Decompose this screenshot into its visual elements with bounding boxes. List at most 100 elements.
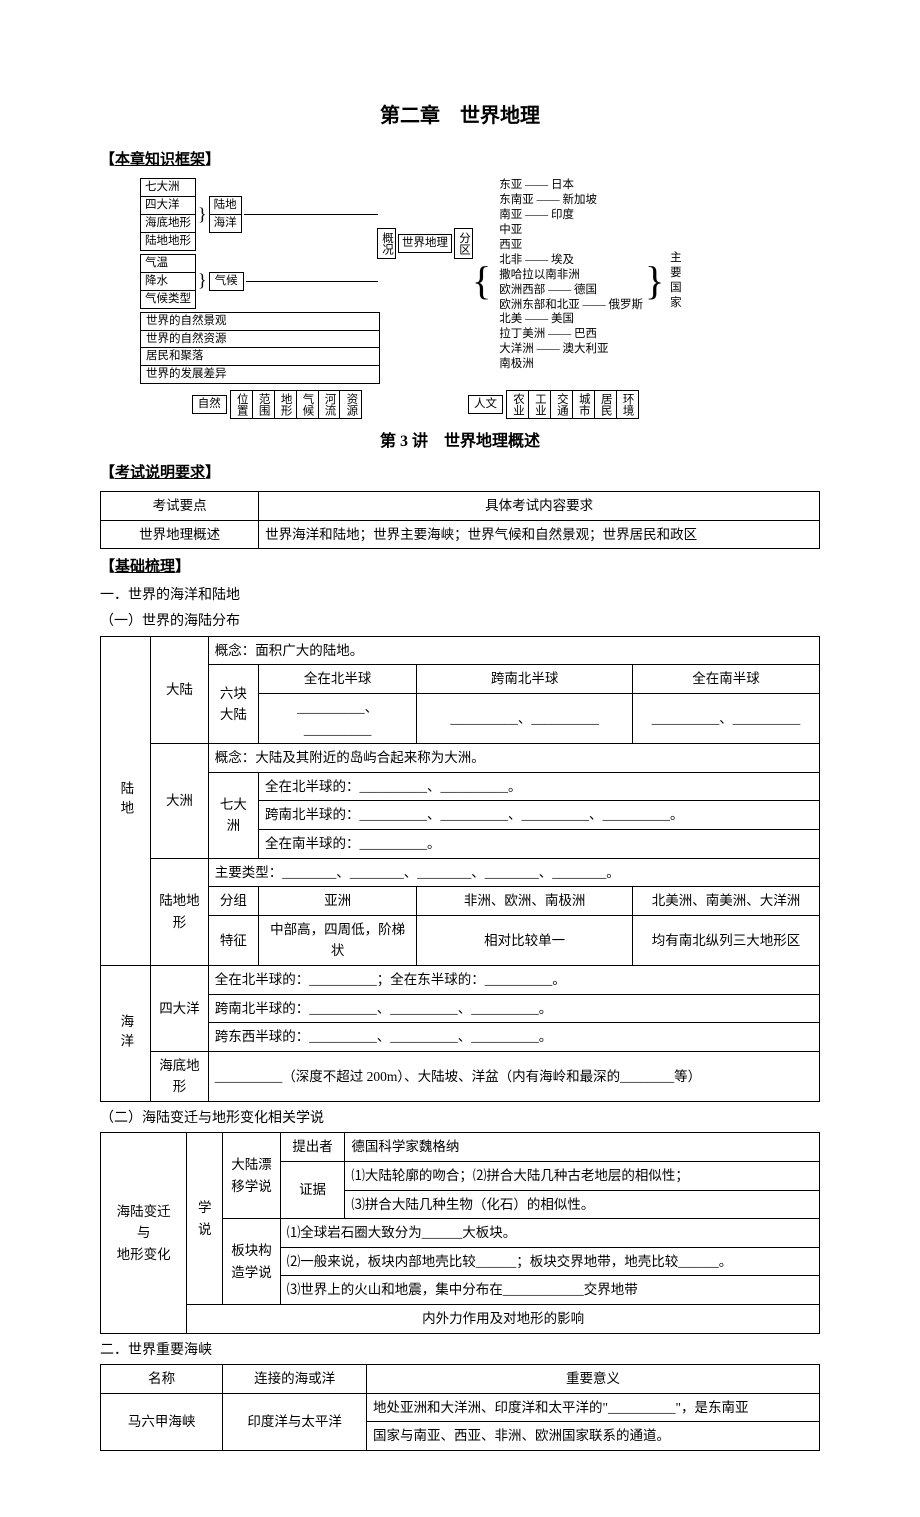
fill-blank[interactable]: ⑴全球岩石圈大致分为______大板块。 — [280, 1219, 819, 1248]
table-cell: 特征 — [208, 915, 258, 965]
table-cell: 亚洲 — [259, 887, 417, 916]
table-cell: 印度洋与太平洋 — [223, 1393, 367, 1450]
table-cell: 陆地 — [101, 636, 151, 965]
table-cell: 德国科学家魏格纳 — [345, 1133, 820, 1162]
section-1-heading: 一．世界的海洋和陆地 — [100, 585, 820, 607]
exam-req-table: 考试要点 具体考试内容要求 世界地理概述 世界海洋和陆地；世界主要海峡；世界气候… — [100, 491, 820, 549]
theory-table: 海陆变迁 与 地形变化 学说 大陆漂移学说 提出者 德国科学家魏格纳 证据 ⑴大… — [100, 1132, 820, 1333]
fill-blank[interactable]: __________、__________ — [417, 694, 633, 744]
diagram-item: 资源 — [340, 390, 362, 419]
diagram-center-mid: 世界地理 — [398, 234, 452, 253]
brace-icon: } — [196, 269, 209, 292]
fill-blank[interactable]: __________、__________ — [259, 694, 417, 744]
chapter-title: 第二章 世界地理 — [100, 100, 820, 132]
table-cell: 世界地理概述 — [101, 520, 259, 549]
fill-blank[interactable]: ⑶世界上的火山和地震，集中分布在____________交界地带 — [280, 1276, 819, 1305]
diagram-item: 农业 — [506, 390, 529, 419]
fill-blank[interactable]: 主要类型：________、________、________、________… — [208, 858, 819, 887]
fill-blank[interactable]: __________、__________ — [633, 694, 820, 744]
table-header: 连接的海或洋 — [223, 1364, 367, 1393]
table-header: 名称 — [101, 1364, 223, 1393]
fill-blank[interactable]: __________（深度不超过 200m）、大陆坡、洋盆（内有海岭和最深的__… — [208, 1051, 819, 1101]
diagram-box: 七大洲 — [140, 178, 196, 197]
diagram-box: 陆地 — [209, 196, 242, 215]
diagram-box: 气候类型 — [140, 291, 196, 309]
table-cell: 证据 — [280, 1161, 345, 1218]
connector-line — [246, 281, 378, 282]
section-1-1-heading: （一）世界的海陆分布 — [100, 611, 820, 633]
table-cell: ⑴大陆轮廓的吻合；⑵拼合大陆几种古老地层的相似性； — [345, 1161, 820, 1190]
diagram-center-left: 概况 — [377, 228, 396, 259]
table-cell: 陆地地形 — [151, 858, 209, 965]
diagram-item: 环境 — [617, 390, 639, 419]
table-cell: 七大洲 — [208, 772, 258, 858]
table-cell: 跨南北半球 — [417, 665, 633, 694]
framework-heading: 【本章知识框架】 — [100, 148, 820, 172]
diagram-box: 世界的发展差异 — [140, 365, 380, 384]
sea-land-table: 陆地 大陆 概念：面积广大的陆地。 六块大陆 全在北半球 跨南北半球 全在南半球… — [100, 636, 820, 1102]
strait-table: 名称 连接的海或洋 重要意义 马六甲海峡 印度洋与太平洋 地处亚洲和大洋洲、印度… — [100, 1364, 820, 1451]
table-cell: 板块构造学说 — [223, 1219, 281, 1305]
table-header: 具体考试内容要求 — [259, 491, 820, 520]
region-list: 东亚 —— 日本 东南亚 —— 新加坡 南亚 —— 印度 中亚 西亚 北非 ——… — [493, 178, 643, 384]
diagram-box: 陆地地形 — [140, 233, 196, 251]
diagram-box: 海洋 — [209, 215, 242, 233]
table-cell: 均有南北纵列三大地形区 — [633, 915, 820, 965]
table-cell: 海底地形 — [151, 1051, 209, 1101]
table-cell: 提出者 — [280, 1133, 345, 1162]
diagram-box: 海底地形 — [140, 215, 196, 233]
side-label: 主 要 国 家 — [670, 178, 682, 384]
diagram-box: 世界的自然资源 — [140, 330, 380, 348]
diagram-box: 四大洋 — [140, 197, 196, 215]
diagram-item: 居民 — [595, 390, 617, 419]
table-cell: 北美洲、南美洲、大洋洲 — [633, 887, 820, 916]
diagram-box: 气温 — [140, 254, 196, 273]
diagram-item: 工业 — [529, 390, 551, 419]
fill-blank[interactable]: 跨南北半球的：__________、__________、__________。 — [208, 994, 819, 1023]
diagram-box: 气候 — [209, 272, 244, 291]
framework-diagram: 七大洲 四大洋 海底地形 陆地地形 } 陆地 海洋 气温 降水 气候类型 — [140, 178, 780, 419]
table-cell: 概念：面积广大的陆地。 — [208, 636, 819, 665]
table-cell: 海洋 — [101, 966, 151, 1102]
table-cell: 概念：大陆及其附近的岛屿合起来称为大洲。 — [208, 744, 819, 773]
diagram-box: 降水 — [140, 273, 196, 291]
table-cell: 全在北半球 — [259, 665, 417, 694]
diagram-item: 气候 — [297, 390, 319, 419]
diagram-item: 地形 — [275, 390, 297, 419]
fill-blank[interactable]: 全在南半球的：__________。 — [259, 830, 820, 859]
diagram-item: 位置 — [230, 390, 253, 419]
section-1-2-heading: （二）海陆变迁与地形变化相关学说 — [100, 1108, 820, 1130]
connector-line — [244, 214, 378, 215]
fill-blank[interactable]: 地处亚洲和大洋洲、印度洋和太平洋的"__________"，是东南亚 — [367, 1393, 820, 1422]
table-cell: 非洲、欧洲、南极洲 — [417, 887, 633, 916]
table-cell: 六块大陆 — [208, 665, 258, 744]
table-cell: 四大洋 — [151, 966, 209, 1052]
table-cell: 学说 — [187, 1133, 223, 1305]
table-cell: 大洲 — [151, 744, 209, 858]
table-cell: 全在南半球 — [633, 665, 820, 694]
diagram-box: 居民和聚落 — [140, 347, 380, 365]
table-cell: 分组 — [208, 887, 258, 916]
fill-blank[interactable]: 全在北半球的：__________；全在东半球的：__________。 — [208, 966, 819, 995]
table-cell: 内外力作用及对地形的影响 — [187, 1304, 820, 1333]
fill-blank[interactable]: ⑵一般来说，板块内部地壳比较______；板块交界地带，地壳比较______。 — [280, 1247, 819, 1276]
table-cell: 马六甲海峡 — [101, 1393, 223, 1450]
brace-icon: } — [196, 203, 209, 226]
lecture-title: 第 3 讲 世界地理概述 — [100, 429, 820, 455]
table-cell: 大陆 — [151, 636, 209, 743]
brace-icon: { — [470, 255, 493, 307]
table-header: 重要意义 — [367, 1364, 820, 1393]
fill-blank[interactable]: 跨南北半球的：__________、__________、__________、… — [259, 801, 820, 830]
diagram-item: 交通 — [551, 390, 573, 419]
table-header: 考试要点 — [101, 491, 259, 520]
exam-req-heading: 【考试说明要求】 — [100, 461, 820, 485]
fill-blank[interactable]: 跨东西半球的：__________、__________、__________。 — [208, 1023, 819, 1052]
table-cell: 国家与南亚、西亚、非洲、欧洲国家联系的通道。 — [367, 1422, 820, 1451]
table-cell: 大陆漂移学说 — [223, 1133, 281, 1219]
fill-blank[interactable]: 全在北半球的：__________、__________。 — [259, 772, 820, 801]
table-cell: 世界海洋和陆地；世界主要海峡；世界气候和自然景观；世界居民和政区 — [259, 520, 820, 549]
section-2-heading: 二．世界重要海峡 — [100, 1340, 820, 1362]
table-cell: 海陆变迁 与 地形变化 — [101, 1133, 187, 1333]
basics-heading: 【基础梳理】 — [100, 555, 820, 579]
diagram-box: 人文 — [468, 395, 503, 414]
